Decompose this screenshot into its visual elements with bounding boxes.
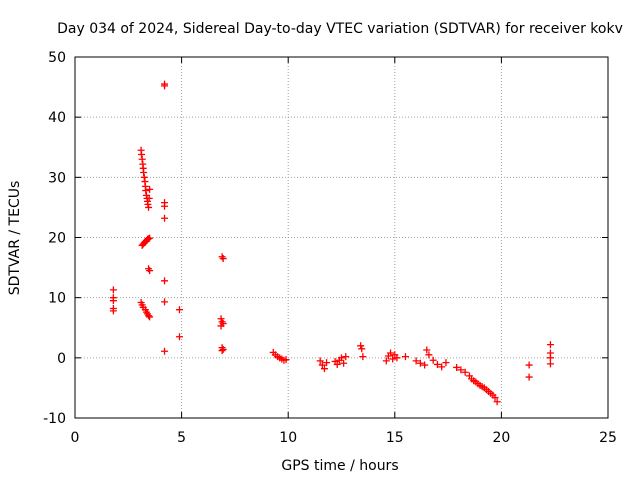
data-point — [175, 306, 183, 314]
data-point — [546, 341, 554, 349]
x-tick-label: 25 — [599, 430, 617, 446]
data-point — [416, 359, 424, 367]
data-point — [429, 356, 437, 364]
y-tick-label: 30 — [48, 170, 66, 186]
data-point — [421, 361, 429, 369]
data-point — [493, 398, 501, 406]
data-point — [146, 313, 154, 321]
data-point — [219, 345, 227, 353]
x-tick-label: 20 — [492, 430, 510, 446]
x-tick-label: 5 — [177, 430, 186, 446]
y-tick-label: 20 — [48, 231, 66, 247]
data-point — [318, 361, 326, 369]
data-point — [412, 357, 420, 365]
data-point — [442, 359, 450, 367]
data-point — [218, 347, 226, 355]
data-point — [175, 333, 183, 341]
data-point — [161, 298, 169, 306]
data-point — [282, 356, 290, 364]
data-points — [109, 80, 554, 406]
data-point — [423, 346, 431, 354]
data-point — [161, 277, 169, 285]
chart-title: Day 034 of 2024, Sidereal Day-to-day VTE… — [57, 21, 623, 37]
data-point — [387, 349, 395, 357]
data-point — [161, 82, 169, 90]
data-point — [359, 353, 367, 361]
x-tick-label: 10 — [279, 430, 297, 446]
x-tick-label: 0 — [71, 430, 80, 446]
x-tick-label: 15 — [386, 430, 404, 446]
data-point — [525, 361, 533, 369]
data-point — [393, 354, 401, 362]
data-point — [461, 368, 469, 376]
data-point — [491, 394, 499, 402]
data-point — [320, 365, 328, 373]
data-point — [382, 357, 390, 365]
data-point — [546, 354, 554, 362]
data-point — [217, 315, 225, 323]
data-point — [146, 234, 154, 242]
data-point — [433, 360, 441, 368]
data-point — [161, 202, 169, 210]
data-point — [145, 203, 153, 211]
data-point — [546, 360, 554, 368]
data-point — [338, 354, 345, 362]
data-point — [146, 267, 154, 275]
y-tick-label: 40 — [48, 110, 66, 126]
data-point — [161, 347, 169, 355]
data-point — [342, 353, 350, 361]
data-point — [333, 360, 341, 368]
data-point — [109, 307, 117, 315]
data-point — [525, 373, 533, 381]
data-point — [217, 322, 225, 330]
data-point — [109, 286, 117, 294]
data-point — [425, 351, 433, 359]
x-axis-ticks: 0 5 10 15 20 25 — [71, 57, 617, 446]
data-point — [323, 359, 331, 367]
data-point — [219, 255, 227, 263]
y-tick-label: -10 — [43, 411, 66, 427]
data-point — [340, 359, 348, 367]
data-point — [453, 363, 461, 371]
data-point — [145, 194, 153, 202]
y-tick-label: 10 — [48, 291, 66, 307]
data-point — [161, 214, 169, 222]
data-point — [316, 357, 324, 365]
data-point — [109, 297, 117, 305]
data-point — [389, 355, 397, 363]
y-axis-label: SDTVAR / TECUs — [7, 181, 23, 296]
y-axis-ticks: -10 0 10 20 30 40 50 — [43, 50, 608, 427]
data-point — [358, 345, 366, 353]
y-tick-label: 50 — [48, 50, 66, 66]
grid-lines — [75, 57, 608, 418]
y-tick-label: 0 — [57, 351, 66, 367]
data-point — [146, 185, 154, 193]
data-point — [357, 342, 365, 350]
data-point — [457, 366, 465, 374]
data-point — [401, 353, 409, 361]
data-point — [145, 312, 153, 320]
data-point — [438, 363, 446, 371]
x-axis-label: GPS time / hours — [281, 458, 398, 474]
